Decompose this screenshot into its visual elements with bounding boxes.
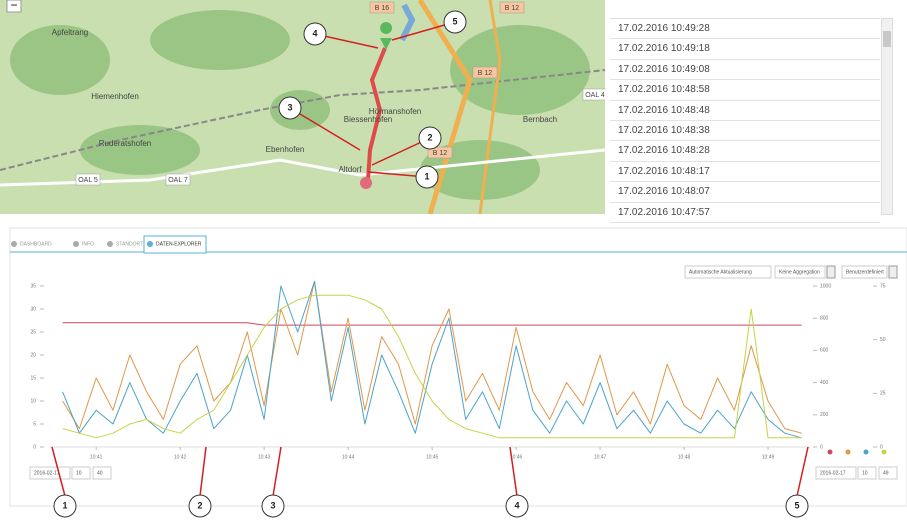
timestamp-item[interactable]: 17.02.2016 10:48:38 [610,121,880,141]
x-tick-label: 10:44 [342,454,355,460]
timestamp-item[interactable]: 17.02.2016 10:49:08 [610,60,880,80]
place-label: Hörmanshofen [369,107,421,116]
place-label: Bernbach [523,115,557,124]
road-label: B 12 [433,150,448,157]
x-tick-label: 10:47 [594,454,607,460]
end-date[interactable]: 2016-02-17 [820,470,846,476]
tab[interactable]: DASHBOARD [20,241,52,247]
place-label: Hiemenhofen [91,92,139,101]
annotation-number: 3 [287,102,292,112]
end-minute[interactable]: 49 [883,470,889,476]
road-label: B 12 [505,5,520,12]
annotation-number: 4 [514,500,519,510]
tab[interactable]: STANDORT [116,241,143,247]
annotation-number: 5 [794,500,799,510]
start-minute[interactable]: 40 [97,470,103,476]
tab-icon [11,241,17,247]
place-label: Altdorf [338,165,362,174]
timestamp-item[interactable]: 17.02.2016 10:49:28 [610,19,880,39]
y-tick-label: 5 [33,421,36,427]
tab[interactable]: DATEN-EXPLORER [156,241,202,247]
y3-tick-label: 25 [880,391,886,397]
y-tick-label: 0 [33,444,36,450]
tab-icon [147,241,153,247]
range-select-dropdown[interactable] [889,266,897,278]
road-label: B 16 [375,5,390,12]
annotation-number: 2 [427,132,432,142]
y-tick-label: 25 [30,329,36,335]
start-hour[interactable]: 10 [76,470,82,476]
road-label: OAL 4 [585,92,605,99]
place-label: Ebenhofen [266,145,305,154]
timestamp-item[interactable]: 17.02.2016 10:48:07 [610,182,880,202]
road-label: OAL 5 [78,177,98,184]
timestamp-item[interactable]: 17.02.2016 10:49:18 [610,39,880,59]
y2-tick-label: 1000 [820,283,831,289]
tab-icon [73,241,79,247]
scrollbar[interactable] [881,18,893,215]
start-date[interactable]: 2016-02-17 [34,470,60,476]
auto-refresh-button[interactable]: Automatische Aktualisierung [689,269,752,275]
place-label: Biessenhofen [344,115,392,124]
timestamp-item[interactable]: 17.02.2016 10:48:17 [610,162,880,182]
timestamp-item[interactable]: 17.02.2016 10:48:58 [610,80,880,100]
range-select[interactable]: Benutzerdefiniert [846,269,884,275]
tab[interactable]: INFO [82,241,94,247]
y2-tick-label: 200 [820,412,829,418]
aggregation-select[interactable]: Keine Aggregation [779,269,820,275]
legend-dot [882,450,887,455]
place-label: Apfeltrang [52,28,88,37]
x-tick-label: 10:48 [678,454,691,460]
y2-tick-label: 400 [820,380,829,386]
tab-icon [107,241,113,247]
legend-dot [828,450,833,455]
annotation-number: 2 [197,500,202,510]
y3-tick-label: 75 [880,283,886,289]
x-tick-label: 10:49 [762,454,775,460]
place-label: Ruderatshofen [99,139,151,148]
y2-tick-label: 0 [820,444,823,450]
zoom-out-label[interactable]: − [10,0,17,12]
y3-tick-label: 0 [880,444,883,450]
y2-tick-label: 600 [820,348,829,354]
y2-tick-label: 800 [820,316,829,322]
x-tick-label: 10:42 [174,454,187,460]
annotation-number: 5 [452,16,457,26]
y3-tick-label: 50 [880,337,886,343]
end-hour[interactable]: 10 [862,470,868,476]
map: − Apfeltrang Hiemenhofen Ruderatshofen Eben… [0,0,605,214]
annotation-number: 1 [62,500,67,510]
y-tick-label: 30 [30,306,36,312]
legend-dot [864,450,869,455]
annotation-number: 1 [424,171,429,181]
chart-panel: DASHBOARD INFO STANDORT DATEN-EXPLORER Autom… [0,214,907,521]
road-label: OAL 7 [168,177,188,184]
timestamp-item[interactable]: 17.02.2016 10:48:48 [610,101,880,121]
legend-dot [846,450,851,455]
y-tick-label: 20 [30,352,36,358]
page: − Apfeltrang Hiemenhofen Ruderatshofen Eben… [0,0,907,521]
annotation-number: 3 [270,500,275,510]
y-tick-label: 15 [30,375,36,381]
x-tick-label: 10:43 [258,454,271,460]
y-tick-label: 10 [30,398,36,404]
annotation-number: 4 [312,28,317,38]
timestamp-item[interactable]: 17.02.2016 10:48:28 [610,141,880,161]
y-tick-label: 35 [30,283,36,289]
aggregation-select-dropdown[interactable] [827,266,835,278]
road-label: B 12 [478,70,493,77]
x-tick-label: 10:45 [426,454,439,460]
x-tick-label: 10:41 [90,454,103,460]
